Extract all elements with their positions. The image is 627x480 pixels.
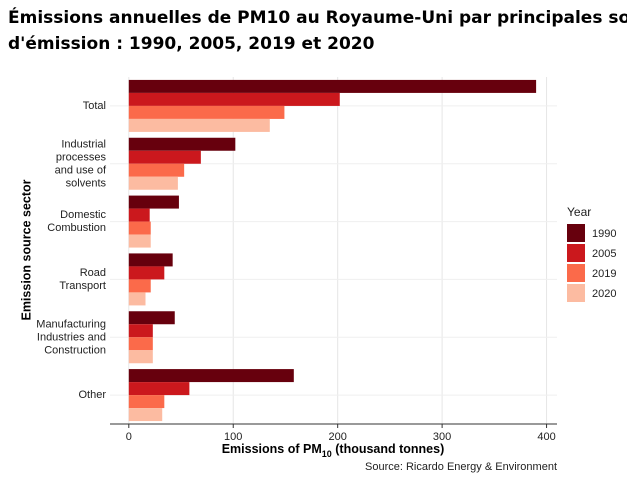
x-tick-label: 300 [433,431,451,443]
bar [128,150,201,164]
y-tick-label-line: Industrial [61,138,106,150]
y-tick-label: Other [78,389,106,401]
y-tick-label-line: Construction [44,344,106,356]
legend-title: Year [567,205,591,219]
y-tick-label: Manufacturing Industries and Construction [36,318,106,356]
y-axis-title: Emission source sector [19,179,33,320]
bar [128,79,537,93]
x-axis-title-part: Emissions of PM [222,442,322,456]
y-tick-label-line: and use of [55,164,107,176]
x-tick-label: 0 [126,431,132,443]
bar [128,369,294,383]
bar [128,337,153,351]
bar [128,163,185,177]
bar [128,311,175,325]
legend-label: 2005 [592,248,616,260]
bar [128,118,270,132]
bar [128,292,146,306]
y-tick-label: Total [83,100,106,112]
chart-title: d'émission : 1990, 2005, 2019 et 2020 [8,34,375,54]
legend-swatch [567,264,585,282]
bar [128,221,151,235]
y-tick-label-line: Road [80,267,106,279]
y-tick-label-line: processes [56,151,107,163]
y-tick-label-line: Total [83,100,106,112]
bar [128,137,236,151]
y-tick-label-line: Transport [59,280,106,292]
y-tick-label-line: solvents [66,177,107,189]
y-tick-label-line: Other [78,389,106,401]
bar [128,266,165,280]
bar [128,195,179,209]
legend-label: 2020 [592,288,616,300]
x-axis-title: Emissions of PM10 (thousand tonnes) [222,442,445,459]
y-tick-label-line: Combustion [47,222,106,234]
legend-swatch [567,284,585,302]
y-tick-label: Industrial processes and use of solvents [55,138,107,189]
bar [128,395,165,409]
bar [128,408,163,422]
y-tick-label-line: Manufacturing [36,318,106,330]
bar [128,176,178,190]
y-tick-label: Domestic Combustion [47,209,106,234]
x-tick-label: 100 [224,431,242,443]
legend-swatch [567,244,585,262]
bar [128,105,285,119]
x-tick-label: 200 [328,431,346,443]
chart-title: Émissions annuelles de PM10 au Royaume-U… [8,6,627,28]
x-tick-label: 400 [537,431,555,443]
bar [128,324,153,338]
source: Source: Ricardo Energy & Environment [365,461,557,473]
bar [128,92,340,106]
bar [128,253,173,267]
y-tick-label-line: Domestic [60,209,106,221]
y-tick-label-line: Industries and [37,331,106,343]
legend-swatch [567,224,585,242]
bar [128,350,153,364]
bar [128,208,150,222]
y-tick-label: Road Transport [59,267,106,292]
bar [128,234,151,248]
legend-label: 2019 [592,268,616,280]
bar [128,279,151,293]
legend-label: 1990 [592,228,616,240]
x-axis-title-sub: 10 [322,449,332,459]
bar [128,382,190,396]
x-axis-title-part: (thousand tonnes) [332,442,445,456]
